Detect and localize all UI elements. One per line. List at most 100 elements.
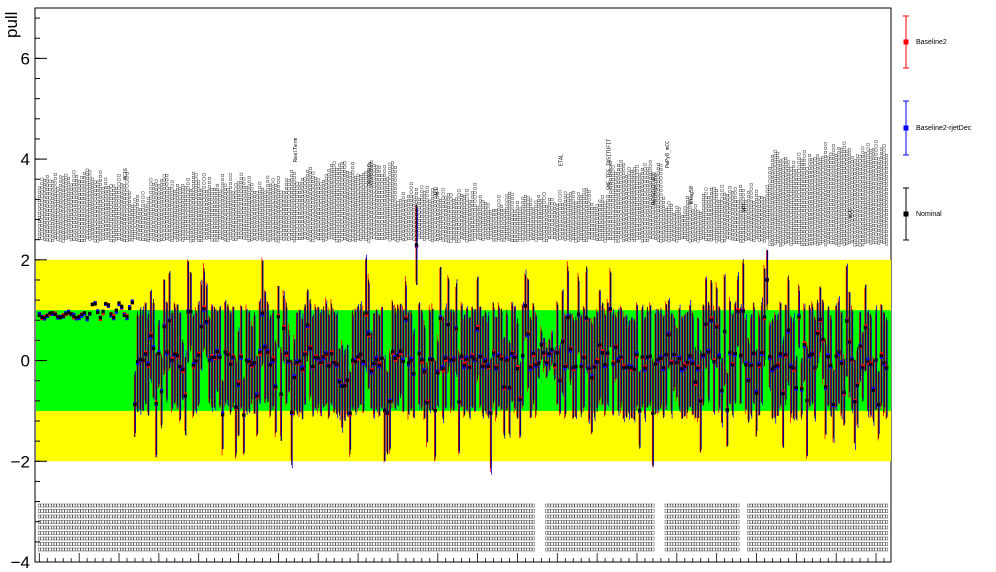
param-label-glyph [189,226,193,230]
param-label-glyph [532,228,535,232]
param-label-glyph [53,520,57,524]
param-label-glyph [444,196,448,200]
param-label-glyph [173,202,177,206]
param-label-glyph [797,182,801,185]
param-label-glyph [779,180,782,184]
param-label-glyph [715,193,719,197]
param-label-glyph [850,185,854,189]
param-label-glyph [80,197,84,200]
param-label-glyph [832,186,835,190]
param-label-glyph [117,178,121,182]
param-label-glyph [388,234,392,238]
param-label-glyph [239,181,243,185]
param-label-glyph [747,237,750,240]
param-label-glyph [192,239,195,242]
param-label-glyph [67,227,70,231]
param-label-glyph [346,183,349,187]
param-label-glyph [757,204,761,208]
param-label-glyph [643,226,647,230]
param-label-glyph [253,216,256,220]
param-label-glyph [744,212,748,216]
param-label-glyph [869,203,873,207]
param-label-glyph [478,237,482,241]
param-label-glyph [67,219,70,222]
param-label-glyph [393,237,397,241]
param-label-glyph [447,193,450,197]
param-label-glyph [152,237,155,241]
param-label-glyph [566,194,570,198]
param-label-glyph [59,226,62,229]
param-label-glyph [866,168,870,172]
param-label-glyph [93,184,97,188]
param-label-glyph [707,213,711,216]
param-label-glyph [43,179,47,182]
param-label-glyph [792,223,796,227]
param-label-glyph [298,211,302,215]
param-label-glyph [478,233,482,236]
param-label-glyph [478,195,482,199]
param-label-glyph [826,198,830,202]
param-label-glyph [346,234,349,237]
param-label-glyph [40,228,44,231]
param-label-glyph [864,215,867,219]
param-label-glyph [393,187,397,190]
param-label-glyph [364,208,368,212]
param-label-glyph [601,208,604,211]
param-label-glyph [776,240,780,243]
param-label-glyph [818,241,822,245]
param-label-glyph [359,212,363,216]
param-label-glyph [739,193,742,197]
param-label-glyph [702,194,705,197]
param-label-glyph [656,171,660,175]
param-label-glyph [64,236,68,240]
param-label-glyph [861,205,865,209]
param-label-glyph [675,210,679,213]
param-label-glyph [744,225,748,229]
param-label-glyph [715,197,719,201]
param-label-glyph [853,188,857,192]
param-label-glyph [874,190,878,194]
param-label-glyph [192,213,195,217]
param-label-glyph [614,235,618,239]
param-label-glyph [627,200,631,204]
param-label-glyph [704,191,708,195]
param-label-glyph [292,235,296,238]
param-label-glyph [816,213,819,217]
param-label-glyph [821,239,825,243]
param-label-glyph [356,178,360,181]
param-label-glyph [760,212,764,216]
param-label-glyph [547,210,551,214]
param-label-glyph [176,217,179,221]
param-label-glyph [789,192,793,196]
param-label-glyph [316,224,320,228]
param-label-glyph [781,200,785,204]
param-label-glyph [845,191,849,195]
param-label-glyph [176,205,179,208]
param-label-glyph [794,194,798,198]
param-label-glyph [271,186,275,190]
param-label-glyph [393,178,397,182]
param-label-glyph [691,226,695,230]
param-label-glyph [484,227,487,231]
param-label-glyph [391,216,394,219]
param-label-glyph [61,180,65,184]
param-label-glyph [218,223,222,227]
param-label-glyph [77,234,81,238]
param-label-glyph [800,242,804,246]
param-label-glyph [282,199,286,203]
param-label-glyph [670,237,673,241]
param-label-glyph [213,188,217,191]
param-label-glyph [152,191,155,195]
param-label-glyph [322,238,325,242]
param-label-glyph [99,514,102,519]
param-label-glyph [77,503,81,508]
param-label-glyph [749,212,753,216]
param-label-glyph [83,171,86,175]
param-label-glyph [356,236,360,240]
param-label-glyph [609,220,612,223]
param-label-glyph [136,194,139,198]
param-label-glyph [656,167,660,171]
param-label-glyph [372,231,376,235]
param-label-glyph [354,180,357,183]
param-label-glyph [561,223,564,227]
